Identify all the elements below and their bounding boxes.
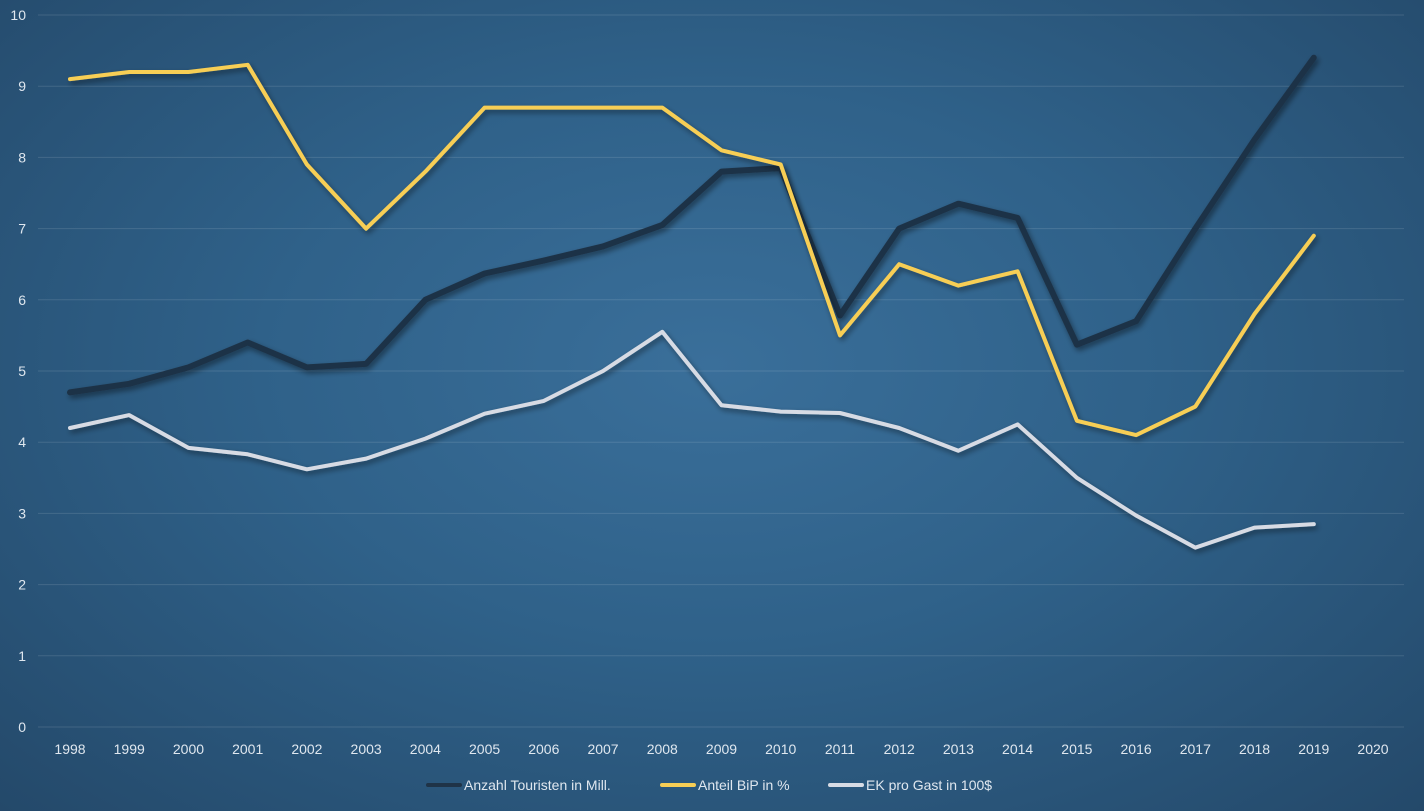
x-tick-label: 2015 (1061, 741, 1092, 757)
x-tick-label: 2010 (765, 741, 796, 757)
y-tick-label: 5 (18, 363, 26, 379)
gridlines (38, 14, 1404, 728)
x-tick-label: 2008 (647, 741, 678, 757)
x-tick-label: 2002 (291, 741, 322, 757)
x-tick-label: 2004 (410, 741, 441, 757)
x-tick-label: 2017 (1180, 741, 1211, 757)
legend-label-3: EK pro Gast in 100$ (866, 777, 992, 793)
y-tick-label: 9 (18, 78, 26, 94)
x-tick-label: 2011 (825, 741, 855, 757)
series-line-2 (68, 62, 1316, 438)
legend-label-1: Anzahl Touristen in Mill. (464, 777, 611, 793)
y-axis-ticks: 0 1 2 3 4 5 6 7 8 9 10 (10, 7, 26, 735)
y-tick-label: 4 (18, 434, 26, 450)
y-tick-label: 7 (18, 221, 26, 237)
series-line-1 (67, 54, 1317, 396)
y-tick-label: 2 (18, 577, 26, 593)
x-tick-label: 2006 (528, 741, 559, 757)
x-tick-label: 2013 (943, 741, 974, 757)
x-tick-label: 2014 (1002, 741, 1033, 757)
y-tick-label: 0 (18, 719, 26, 735)
x-tick-label: 2018 (1239, 741, 1270, 757)
x-axis-ticks: 1998 1999 2000 2001 2002 2003 2004 2005 2006 2007… (54, 741, 1388, 757)
x-tick-label: 2007 (587, 741, 618, 757)
x-tick-label: 1998 (54, 741, 85, 757)
y-tick-label: 10 (10, 7, 26, 23)
y-tick-label: 8 (18, 149, 26, 165)
y-tick-label: 6 (18, 292, 26, 308)
x-tick-label: 2001 (232, 741, 263, 757)
x-tick-label: 2009 (706, 741, 737, 757)
x-tick-label: 2016 (1121, 741, 1152, 757)
y-tick-label: 3 (18, 505, 26, 521)
x-tick-label: 1999 (114, 741, 145, 757)
series-lines (67, 54, 1317, 550)
y-tick-label: 1 (18, 648, 26, 664)
legend-label-2: Anteil BiP in % (698, 777, 790, 793)
x-tick-label: 2019 (1298, 741, 1329, 757)
legend: Anzahl Touristen in Mill. Anteil BiP in %… (426, 777, 992, 793)
x-tick-label: 2003 (351, 741, 382, 757)
x-tick-label: 2000 (173, 741, 204, 757)
x-tick-label: 2020 (1357, 741, 1388, 757)
series-line-3 (68, 329, 1316, 550)
x-tick-label: 2005 (469, 741, 500, 757)
x-tick-label: 2012 (884, 741, 915, 757)
